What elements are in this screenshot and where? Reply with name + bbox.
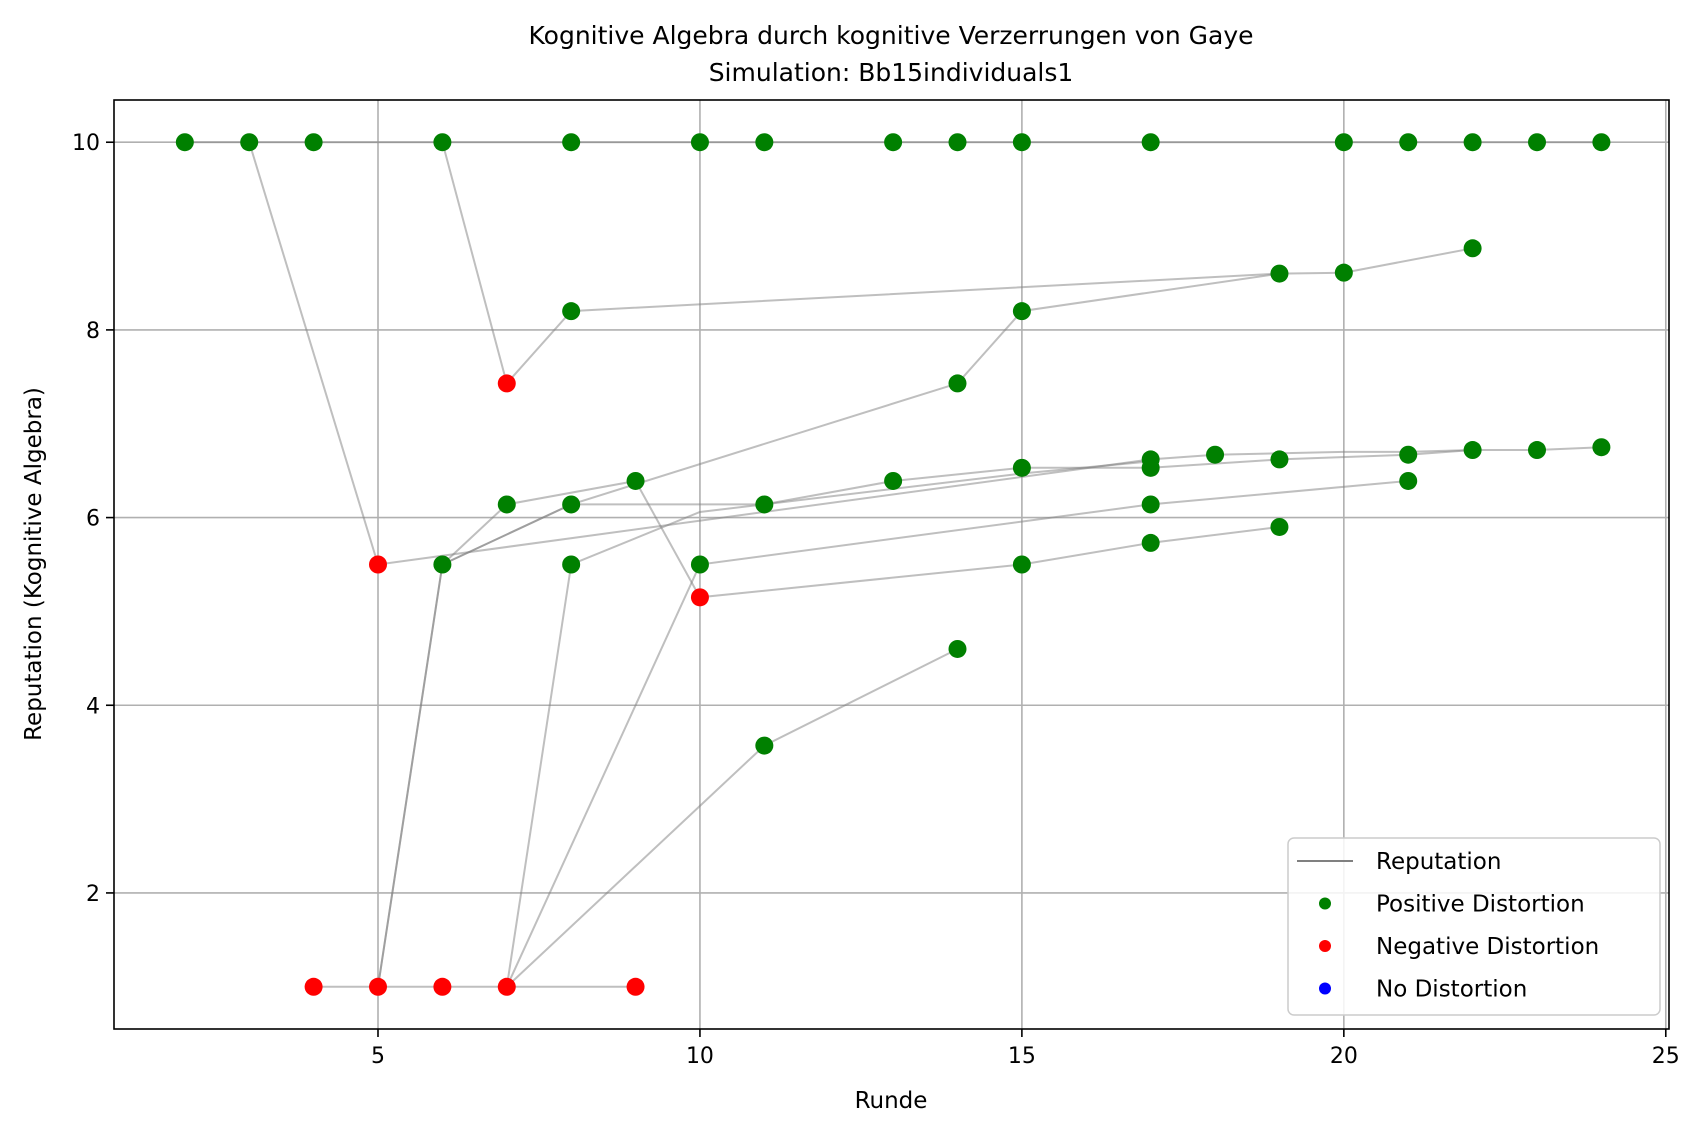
reputation-line xyxy=(248,141,1602,566)
y-tick-label: 6 xyxy=(86,507,100,532)
legend-label: Negative Distortion xyxy=(1376,934,1599,960)
x-tick-label: 15 xyxy=(1008,1044,1036,1069)
chart-subtitle: Simulation: Bb15individuals1 xyxy=(709,58,1074,87)
data-point-positive xyxy=(497,495,516,514)
data-point-positive xyxy=(562,495,581,514)
y-axis-ticks: 2 4 6 8 10 xyxy=(72,131,114,907)
x-tick-label: 20 xyxy=(1330,1044,1358,1069)
data-point-positive xyxy=(562,133,581,152)
data-point-positive xyxy=(1141,133,1160,152)
data-point-positive xyxy=(1463,441,1482,460)
data-point-positive xyxy=(690,555,709,574)
legend-swatch-marker xyxy=(1319,982,1331,995)
data-point-positive xyxy=(1012,458,1031,477)
data-point-positive xyxy=(1012,555,1031,574)
legend-frame xyxy=(1287,837,1661,1016)
data-point-positive xyxy=(1141,458,1160,477)
data-point-negative xyxy=(304,977,323,996)
data-point-positive xyxy=(1270,264,1289,283)
data-point-positive xyxy=(1463,239,1482,258)
data-point-positive xyxy=(948,133,967,152)
x-tick-label: 25 xyxy=(1652,1044,1680,1069)
data-point-positive xyxy=(1141,495,1160,514)
x-axis-ticks: 5 10 15 20 25 xyxy=(371,1029,1680,1069)
reputation-line xyxy=(377,479,1280,987)
reputation-line xyxy=(505,480,1409,988)
data-point-positive xyxy=(1012,133,1031,152)
y-tick-label: 4 xyxy=(86,694,100,719)
distortion-points xyxy=(175,133,1611,996)
data-point-positive xyxy=(1592,438,1611,457)
data-point-negative xyxy=(690,588,709,607)
legend-label: Positive Distortion xyxy=(1376,892,1585,918)
data-point-negative xyxy=(626,977,645,996)
reputation-line xyxy=(441,141,1473,386)
y-axis-label: Reputation (Kognitive Algebra) xyxy=(21,387,47,741)
reputation-line xyxy=(505,460,1151,987)
data-point-positive xyxy=(1592,133,1611,152)
data-point-positive xyxy=(175,133,194,152)
legend-swatch-marker xyxy=(1319,940,1331,952)
x-axis-label: Runde xyxy=(855,1088,928,1114)
data-point-positive xyxy=(1528,133,1547,152)
data-point-positive xyxy=(1270,517,1289,536)
data-point-positive xyxy=(948,374,967,393)
data-point-positive xyxy=(433,133,452,152)
y-tick-label: 10 xyxy=(72,131,100,156)
data-point-positive xyxy=(1528,441,1547,460)
data-point-positive xyxy=(1141,533,1160,552)
data-point-positive xyxy=(690,133,709,152)
data-point-positive xyxy=(948,639,967,658)
data-point-positive xyxy=(1463,133,1482,152)
legend: Reputation Positive Distortion Negative Di… xyxy=(1287,837,1661,1016)
data-point-positive xyxy=(755,736,774,755)
data-point-negative xyxy=(433,977,452,996)
y-tick-label: 2 xyxy=(86,882,100,907)
legend-swatch-marker xyxy=(1319,897,1331,910)
data-point-positive xyxy=(1206,445,1225,464)
data-point-positive xyxy=(1270,450,1289,469)
reputation-line xyxy=(377,272,1280,987)
legend-label: Reputation xyxy=(1376,849,1501,875)
data-point-positive xyxy=(1399,133,1418,152)
data-point-negative xyxy=(497,374,516,393)
data-point-negative xyxy=(368,977,387,996)
data-point-negative xyxy=(368,555,387,574)
data-point-positive xyxy=(755,133,774,152)
data-point-positive xyxy=(884,133,903,152)
data-point-positive xyxy=(562,302,581,321)
data-point-positive xyxy=(433,555,452,574)
chart-title: Kognitive Algebra durch kognitive Verzer… xyxy=(529,21,1254,50)
x-tick-label: 10 xyxy=(686,1044,714,1069)
data-point-positive xyxy=(1012,302,1031,321)
data-point-positive xyxy=(626,471,645,490)
data-point-positive xyxy=(1334,263,1353,282)
data-point-negative xyxy=(497,977,516,996)
data-point-positive xyxy=(1399,445,1418,464)
data-point-positive xyxy=(1334,133,1353,152)
y-tick-label: 8 xyxy=(86,319,100,344)
data-point-positive xyxy=(240,133,259,152)
plot-frame xyxy=(113,99,1670,1030)
legend-label: No Distortion xyxy=(1376,977,1527,1003)
data-point-positive xyxy=(1399,471,1418,490)
data-point-positive xyxy=(562,555,581,574)
data-point-positive xyxy=(884,471,903,490)
x-tick-label: 5 xyxy=(371,1044,385,1069)
data-point-positive xyxy=(755,495,774,514)
data-point-positive xyxy=(304,133,323,152)
